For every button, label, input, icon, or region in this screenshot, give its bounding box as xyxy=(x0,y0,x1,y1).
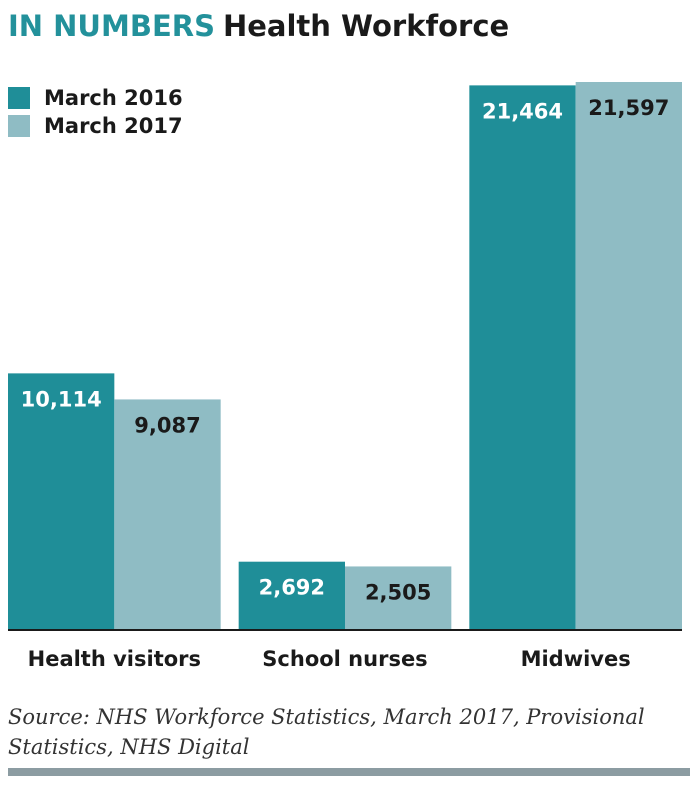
x-tick-label: Midwives xyxy=(521,647,631,671)
x-tick-label: School nurses xyxy=(262,647,427,671)
value-label: 21,464 xyxy=(482,99,563,123)
title-highlight: IN NUMBERS xyxy=(8,9,215,43)
legend-swatch xyxy=(8,115,30,137)
bar xyxy=(345,566,452,630)
bar xyxy=(8,373,115,630)
value-label: 21,597 xyxy=(588,96,669,120)
title-text: Health Workforce xyxy=(223,9,509,43)
footer-rule xyxy=(8,768,690,776)
legend-label: March 2016 xyxy=(44,86,183,110)
value-label: 9,087 xyxy=(134,413,200,437)
legend-label: March 2017 xyxy=(44,114,183,138)
value-label: 2,505 xyxy=(365,580,431,604)
value-label: 2,692 xyxy=(259,576,325,600)
legend-swatch xyxy=(8,87,30,109)
bar xyxy=(469,85,576,630)
chart: IN NUMBERS Health Workforce March 2016 Mar… xyxy=(8,9,682,671)
source-note: Source: NHS Workforce Statistics, March … xyxy=(8,705,645,759)
x-tick-label: Health visitors xyxy=(28,647,201,671)
bar xyxy=(238,561,345,630)
value-label: 10,114 xyxy=(21,387,102,411)
bar xyxy=(575,82,682,630)
bar xyxy=(114,399,221,630)
chart-title: IN NUMBERS Health Workforce xyxy=(8,9,509,43)
